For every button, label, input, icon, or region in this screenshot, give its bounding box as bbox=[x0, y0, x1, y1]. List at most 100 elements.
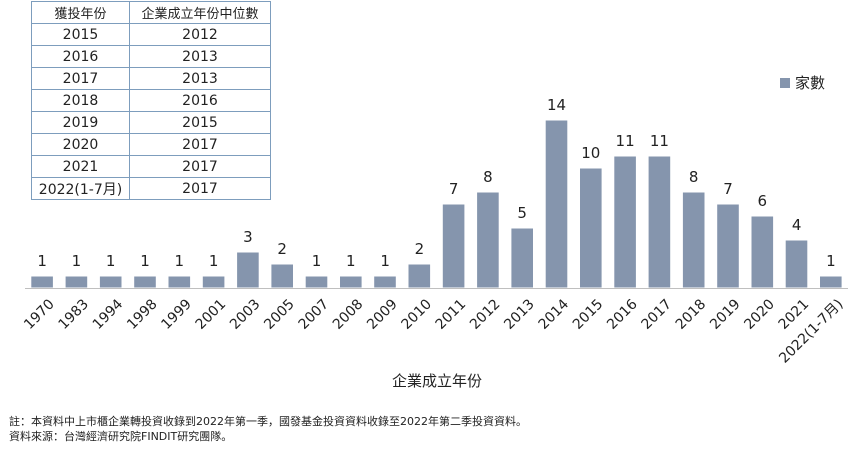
x-tick-label: 2008 bbox=[330, 296, 367, 333]
bar-value-label: 2 bbox=[415, 240, 425, 258]
bar bbox=[544, 119, 569, 289]
bar-value-label: 4 bbox=[792, 216, 802, 234]
x-tick-label: 2020 bbox=[741, 296, 778, 333]
x-tick-label: 1994 bbox=[90, 296, 127, 333]
x-tick-label: 2019 bbox=[707, 296, 744, 333]
bar bbox=[441, 203, 466, 289]
table-cell-median-founding-year: 2015 bbox=[129, 111, 271, 134]
table-cell-median-founding-year: 2017 bbox=[129, 133, 271, 156]
table-cell-investment-year: 2020 bbox=[31, 133, 130, 156]
table-cell-investment-year: 2021 bbox=[31, 155, 130, 178]
x-tick-label-group: 1970198319941998199920012003200520072008… bbox=[21, 296, 846, 366]
x-tick-label: 2016 bbox=[604, 296, 641, 333]
table-cell-median-founding-year: 2012 bbox=[129, 23, 271, 46]
bar bbox=[133, 275, 157, 289]
bar bbox=[716, 203, 740, 289]
bar bbox=[647, 155, 672, 289]
bar bbox=[270, 263, 294, 289]
bar-value-label: 7 bbox=[723, 180, 733, 198]
bar bbox=[784, 239, 809, 289]
x-tick-label: 2001 bbox=[193, 296, 230, 333]
bar-value-label: 1 bbox=[380, 252, 390, 270]
bar bbox=[98, 275, 123, 289]
table-row: 2020 2017 bbox=[31, 133, 271, 156]
bar-value-label: 1 bbox=[106, 252, 116, 270]
table-cell-median-founding-year: 2013 bbox=[129, 45, 271, 68]
bar-value-label: 14 bbox=[547, 96, 566, 114]
bar-value-label: 1 bbox=[37, 252, 47, 270]
x-tick-label: 2015 bbox=[570, 296, 607, 333]
x-tick-label: 2010 bbox=[398, 296, 435, 333]
bar-value-label: 10 bbox=[581, 144, 600, 162]
x-tick-label: 2018 bbox=[673, 296, 710, 333]
table-cell-investment-year: 2022(1-7月) bbox=[31, 177, 130, 200]
bar-value-label: 2 bbox=[277, 240, 287, 258]
bar bbox=[681, 191, 706, 289]
bar-value-label: 1 bbox=[826, 252, 836, 270]
table-row: 2019 2015 bbox=[31, 111, 271, 134]
bar bbox=[236, 251, 260, 289]
bar-value-label: 1 bbox=[72, 252, 82, 270]
bar bbox=[510, 227, 534, 289]
table-cell-investment-year: 2019 bbox=[31, 111, 130, 134]
x-tick-label: 2017 bbox=[638, 296, 675, 333]
bar-value-label: 3 bbox=[243, 228, 253, 246]
bar-value-label: 1 bbox=[175, 252, 185, 270]
bar bbox=[579, 167, 603, 289]
bar bbox=[167, 275, 192, 289]
bar-value-label: 8 bbox=[483, 168, 493, 186]
median-year-table: 獲投年份 企業成立年份中位數 2015 2012 2016 2013 2017 2013 2… bbox=[31, 1, 271, 200]
table-row: 2015 2012 bbox=[31, 23, 271, 46]
bar bbox=[304, 275, 329, 289]
table-cell-median-founding-year: 2017 bbox=[129, 177, 271, 200]
column-header-investment-year: 獲投年份 bbox=[31, 1, 130, 24]
legend-swatch bbox=[780, 78, 790, 88]
bar bbox=[64, 275, 89, 289]
table-cell-median-founding-year: 2013 bbox=[129, 67, 271, 90]
bar bbox=[819, 275, 843, 289]
bar bbox=[339, 275, 363, 289]
table-cell-median-founding-year: 2017 bbox=[129, 155, 271, 178]
table-cell-median-founding-year: 2016 bbox=[129, 89, 271, 112]
table-row: 2022(1-7月) 2017 bbox=[31, 177, 271, 200]
footnote: 註：本資料中上市櫃企業轉投資收錄到2022年第一季，國發基金投資資料收錄至202… bbox=[9, 415, 527, 428]
bar bbox=[407, 263, 432, 289]
bar-value-label: 11 bbox=[650, 132, 669, 150]
x-axis-title: 企業成立年份 bbox=[392, 372, 482, 390]
table-cell-investment-year: 2017 bbox=[31, 67, 130, 90]
x-tick-label: 2011 bbox=[433, 296, 470, 333]
bar bbox=[30, 275, 54, 289]
bar-value-label: 11 bbox=[616, 132, 635, 150]
bar bbox=[750, 215, 775, 289]
x-tick-label: 1998 bbox=[124, 296, 161, 333]
x-tick-label: 1999 bbox=[158, 296, 195, 333]
table-header-row: 獲投年份 企業成立年份中位數 bbox=[31, 1, 271, 24]
x-tick-label: 2013 bbox=[501, 296, 538, 333]
table-row: 2016 2013 bbox=[31, 45, 271, 68]
x-tick-label: 2009 bbox=[364, 296, 401, 333]
table-cell-investment-year: 2015 bbox=[31, 23, 130, 46]
table-row: 2017 2013 bbox=[31, 67, 271, 90]
bar bbox=[613, 155, 637, 289]
table-cell-investment-year: 2018 bbox=[31, 89, 130, 112]
x-tick-label: 2014 bbox=[536, 296, 573, 333]
bar bbox=[373, 275, 397, 289]
bar-value-label: 5 bbox=[517, 204, 527, 222]
x-tick-label: 1970 bbox=[21, 296, 58, 333]
bar-value-label: 1 bbox=[140, 252, 150, 270]
x-tick-label: 1983 bbox=[55, 296, 92, 333]
bar-value-label: 1 bbox=[312, 252, 322, 270]
bar-value-label: 1 bbox=[209, 252, 219, 270]
x-tick-label: 2003 bbox=[227, 296, 264, 333]
x-tick-label: 2012 bbox=[467, 296, 504, 333]
bar bbox=[476, 191, 500, 289]
bar-value-label: 1 bbox=[346, 252, 356, 270]
table-row: 2021 2017 bbox=[31, 155, 271, 178]
table-cell-investment-year: 2016 bbox=[31, 45, 130, 68]
table-row: 2018 2016 bbox=[31, 89, 271, 112]
bar-value-label: 7 bbox=[449, 180, 459, 198]
bar-value-label: 6 bbox=[758, 192, 768, 210]
bar bbox=[201, 275, 226, 289]
